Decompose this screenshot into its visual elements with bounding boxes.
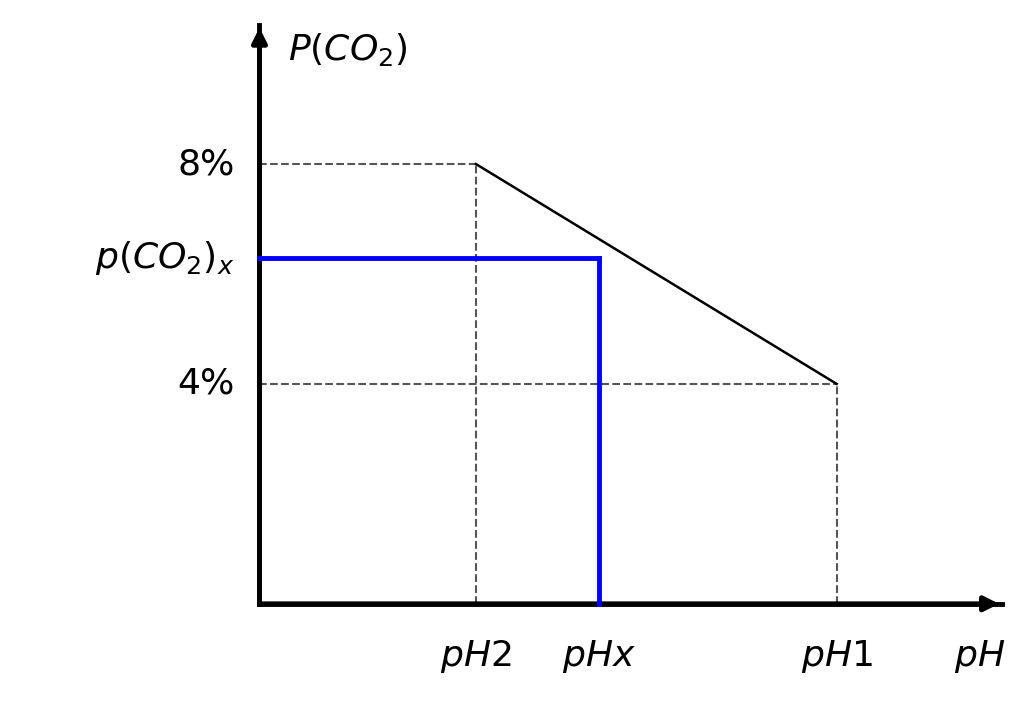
Text: $4\%$: $4\%$ [177,367,234,401]
Text: $P(CO_2)$: $P(CO_2)$ [289,31,408,68]
Text: $pH$: $pH$ [954,638,1006,675]
Text: $pH1$: $pH1$ [801,638,872,675]
Text: $p(CO_2)_x$: $p(CO_2)_x$ [95,239,234,277]
Text: $pHx$: $pHx$ [561,638,636,675]
Text: $pH2$: $pH2$ [440,638,512,675]
Text: $8\%$: $8\%$ [177,147,234,181]
